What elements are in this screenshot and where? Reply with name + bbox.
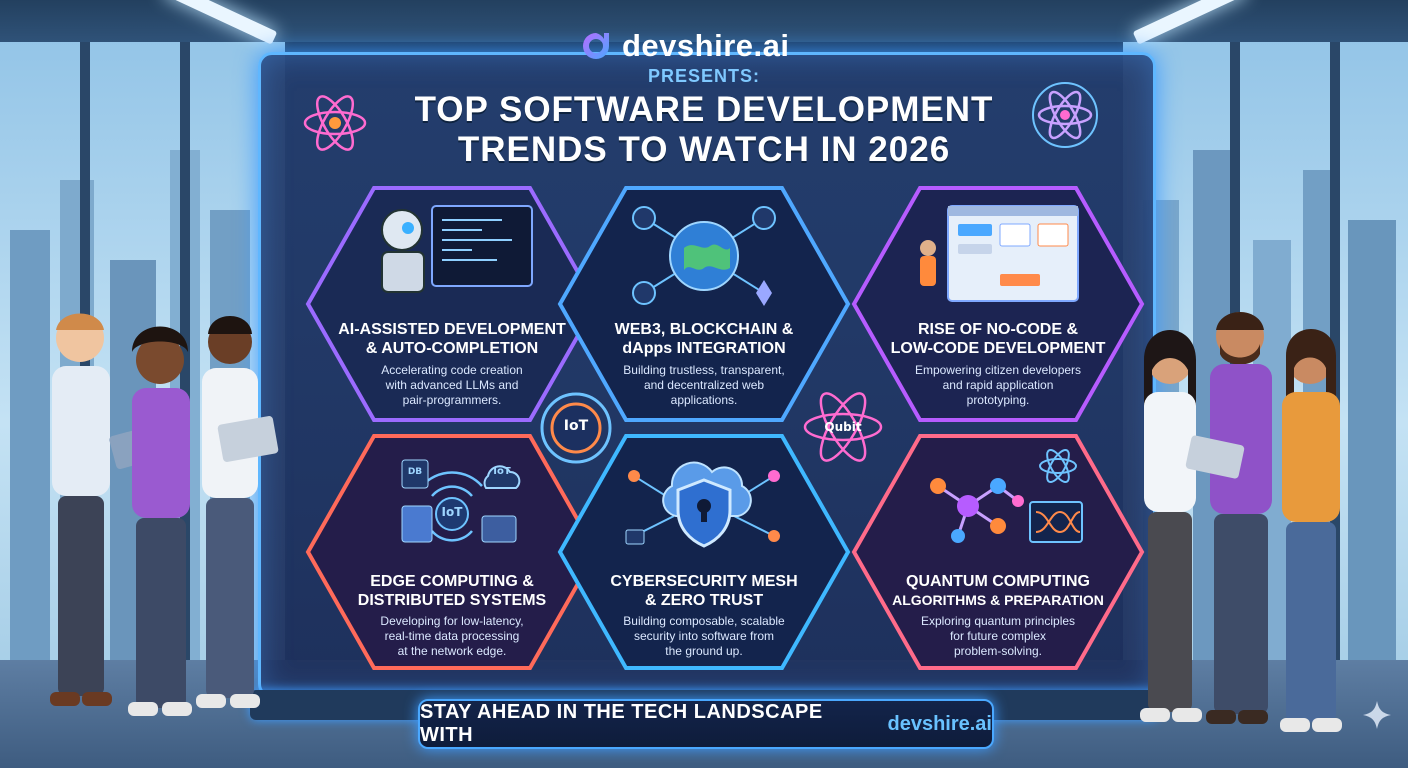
trend-card-ai: AI-ASSISTED DEVELOPMENT & AUTO-COMPLETIO… xyxy=(304,184,600,424)
nocode-builder-icon xyxy=(920,205,1079,302)
footer-text: STAY AHEAD IN THE TECH LANDSCAPE WITH xyxy=(420,701,823,746)
iot-cloud-label: IoT xyxy=(493,466,511,477)
card-desc-line1: Empowering citizen developers xyxy=(914,363,1082,377)
card-desc-line1: Accelerating code creation xyxy=(381,363,523,377)
card-desc-line3: applications. xyxy=(670,393,738,407)
card-desc-line3: at the network edge. xyxy=(397,644,507,658)
iot-center-label: IoT xyxy=(563,418,589,434)
hexagon-frame xyxy=(557,186,851,422)
devshire-logo-icon xyxy=(583,33,609,59)
card-desc-line3: prototyping. xyxy=(966,393,1030,407)
trend-card-quantum: QUANTUM COMPUTING ALGORITHMS & PREPARATI… xyxy=(850,432,1146,672)
hexagon-frame xyxy=(557,434,851,670)
atom-icon xyxy=(1032,82,1098,148)
page-title-line1: TOP SOFTWARE DEVELOPMENT xyxy=(414,90,994,129)
people-group-right xyxy=(1140,312,1342,732)
window-mullion xyxy=(180,40,190,700)
card-title-line1: EDGE COMPUTING & xyxy=(370,573,534,590)
sparkle-icon xyxy=(1363,701,1391,729)
footer-brand: devshire.ai xyxy=(887,712,992,735)
card-title-line2: dApps INTEGRATION xyxy=(622,340,786,357)
card-desc-line1: Developing for low-latency, xyxy=(380,614,524,628)
qubit-label: Qubit xyxy=(824,420,862,434)
card-desc-line2: security into software from xyxy=(633,629,775,643)
card-desc-line2: and decentralized web xyxy=(643,378,765,392)
hexagon-frame xyxy=(305,434,599,670)
card-desc-line2: real-time data processing xyxy=(384,629,520,643)
card-title-line1: QUANTUM COMPUTING xyxy=(906,573,1090,590)
card-desc-line2: and rapid application xyxy=(942,378,1054,392)
hexagon-frame xyxy=(851,434,1145,670)
robot-coding-icon xyxy=(381,205,533,293)
card-desc-line1: Exploring quantum principles xyxy=(920,614,1076,628)
card-desc-line1: Building composable, scalable xyxy=(623,614,785,628)
quantum-molecule-icon xyxy=(930,449,1083,543)
qubit-icon xyxy=(803,392,883,462)
card-title-line2: LOW-CODE DEVELOPMENT xyxy=(890,340,1106,357)
card-title-line1: CYBERSECURITY MESH xyxy=(610,573,798,590)
people-group-left xyxy=(50,313,279,716)
card-desc-line3: problem-solving. xyxy=(953,644,1043,658)
card-title-line2: ALGORITHMS & PREPARATION xyxy=(892,592,1104,608)
atom-icon xyxy=(303,95,367,151)
brand-logo: devshire.ai xyxy=(580,26,828,66)
card-title-line1: WEB3, BLOCKCHAIN & xyxy=(614,321,794,338)
presents-label: PRESENTS: xyxy=(647,66,761,86)
card-desc-line1: Building trustless, transparent, xyxy=(623,363,785,377)
db-label: DB xyxy=(407,467,423,477)
card-title-line2: DISTRIBUTED SYSTEMS xyxy=(357,592,547,609)
brand-name: devshire.ai xyxy=(622,28,790,63)
trend-card-edge: IoT IoT DB EDGE COMPUTING & DISTRIBUTED … xyxy=(304,432,600,672)
card-desc-line2: for future complex xyxy=(949,629,1047,643)
card-title-line1: AI-ASSISTED DEVELOPMENT xyxy=(338,321,566,338)
card-title-line2: & AUTO-COMPLETION xyxy=(365,340,539,357)
card-desc-line2: with advanced LLMs and xyxy=(385,378,519,392)
shield-lock-icon xyxy=(625,461,780,548)
edge-iot-icon xyxy=(401,459,521,543)
page-title-line2: TRENDS TO WATCH IN 2026 xyxy=(457,130,951,169)
trend-card-web3: WEB3, BLOCKCHAIN & dApps INTEGRATION Bui… xyxy=(556,184,852,424)
trend-card-nocode: RISE OF NO-CODE & LOW-CODE DEVELOPMENT E… xyxy=(850,184,1146,424)
footer-banner: STAY AHEAD IN THE TECH LANDSCAPE WITH de… xyxy=(418,699,994,749)
card-desc-line3: the ground up. xyxy=(665,644,743,658)
card-title-line1: RISE OF NO-CODE & xyxy=(917,321,1078,338)
iot-hub-icon xyxy=(540,392,612,464)
card-title-line2: & ZERO TRUST xyxy=(644,592,764,609)
trend-card-security: CYBERSECURITY MESH & ZERO TRUST Building… xyxy=(556,432,852,672)
card-desc-line3: pair-programmers. xyxy=(402,393,502,407)
globe-blockchain-icon xyxy=(632,206,776,306)
iot-edge-label: IoT xyxy=(441,505,463,519)
